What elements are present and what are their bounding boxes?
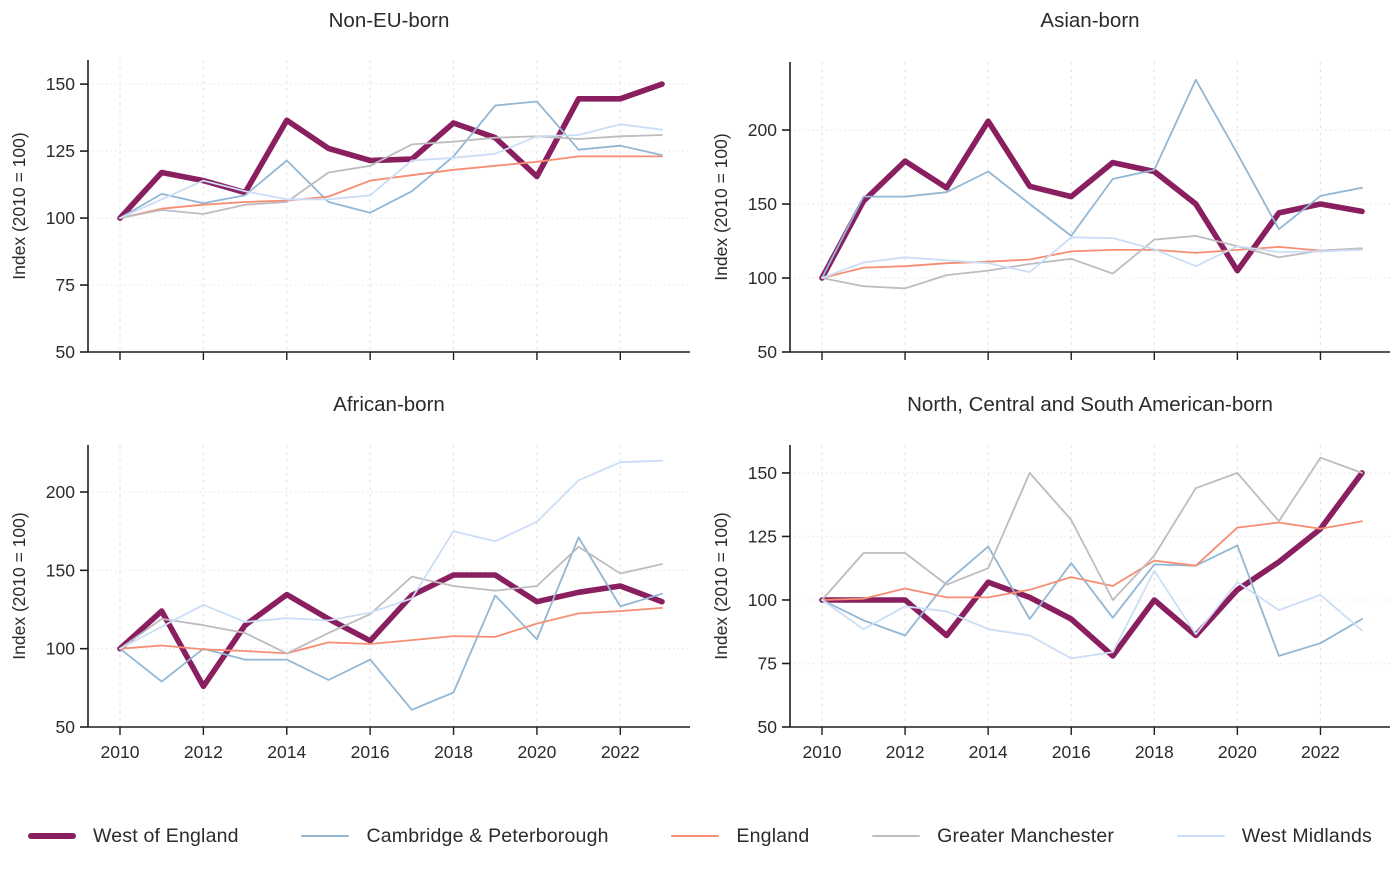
x-tick-label: 2016 xyxy=(1052,742,1091,762)
y-tick-label: 50 xyxy=(56,342,76,362)
legend-item-england: England xyxy=(671,825,809,848)
y-axis-label: Index (2010 = 100) xyxy=(711,133,731,280)
y-tick-label: 100 xyxy=(46,639,75,659)
legend-label: England xyxy=(736,824,810,847)
x-tick-label: 2018 xyxy=(1135,742,1174,762)
y-axis-label: Index (2010 = 100) xyxy=(9,512,29,659)
x-tick-label: 2010 xyxy=(101,742,140,762)
x-tick-label: 2012 xyxy=(886,742,925,762)
x-tick-label: 2012 xyxy=(184,742,223,762)
x-tick-label: 2020 xyxy=(517,742,556,762)
y-tick-label: 200 xyxy=(46,482,75,502)
chart-cell-american-born: North, Central and South American-born In… xyxy=(700,390,1400,770)
legend-swatch-cambridge-peterborough xyxy=(301,834,350,838)
chart-african-born: African-born Index (2010 = 100) 200 150 100 5… xyxy=(9,393,690,762)
legend-label: West Midlands xyxy=(1241,824,1372,847)
x-tick-label: 2022 xyxy=(1301,742,1340,762)
series-line-west-midlands xyxy=(119,459,663,650)
x-tick-label: 2020 xyxy=(1218,742,1257,762)
series-line-west-of-england xyxy=(819,470,1365,659)
series-line-greater-manchester xyxy=(821,234,1363,290)
chart-title: North, Central and South American-born xyxy=(907,393,1273,416)
series-line-england xyxy=(119,606,663,655)
chart-north-central-and-south-american-born: North, Central and South American-born In… xyxy=(711,393,1390,762)
x-tick-label: 2010 xyxy=(803,742,842,762)
x-tick-label: 2014 xyxy=(267,742,306,762)
chart-title: African-born xyxy=(333,393,445,416)
y-tick-label: 150 xyxy=(748,463,777,483)
y-tick-label: 75 xyxy=(56,275,75,295)
series-line-greater-manchester xyxy=(119,134,663,220)
chart-cell-asian-born: Asian-born Index (2010 = 100) 200 150 100 50 xyxy=(700,0,1400,380)
y-tick-label: 125 xyxy=(748,526,777,546)
series-line-greater-manchester xyxy=(119,545,663,655)
y-tick-label: 150 xyxy=(748,194,777,214)
series-line-greater-manchester xyxy=(821,456,1363,601)
legend-swatch-west-midlands xyxy=(1176,834,1225,838)
chart-title: Asian-born xyxy=(1040,9,1139,32)
series-line-england xyxy=(119,155,663,220)
y-tick-label: 75 xyxy=(758,653,777,673)
series-line-cambridge-peterborough xyxy=(119,100,663,220)
y-tick-label: 100 xyxy=(748,268,777,288)
series-line-west-of-england xyxy=(117,572,665,690)
series-line-west-midlands xyxy=(119,123,663,220)
y-axis-label: Index (2010 = 100) xyxy=(711,512,731,659)
legend-label: Greater Manchester xyxy=(937,824,1115,847)
y-tick-label: 200 xyxy=(748,120,777,140)
chart-cell-african-born: African-born Index (2010 = 100) 200 150 100 5… xyxy=(0,390,700,770)
legend-item-west-of-england: West of England xyxy=(28,825,239,848)
series-line-cambridge-peterborough xyxy=(821,78,1363,279)
series-line-west-midlands xyxy=(821,236,1363,279)
legend-label: West of England xyxy=(93,824,239,847)
y-tick-label: 150 xyxy=(46,560,75,580)
legend-item-west-midlands: West Midlands xyxy=(1176,824,1372,848)
y-tick-label: 50 xyxy=(758,342,778,362)
y-tick-label: 50 xyxy=(758,717,778,737)
series-line-west-of-england xyxy=(819,118,1365,281)
legend-swatch-west-of-england xyxy=(28,833,76,839)
legend-label: Cambridge & Peterborough xyxy=(366,824,609,847)
y-tick-label: 50 xyxy=(56,717,76,737)
legend-item-greater-manchester: Greater Manchester xyxy=(872,825,1114,848)
chart-asian-born: Asian-born Index (2010 = 100) 200 150 100 50 xyxy=(711,9,1390,362)
legend-swatch-greater-manchester xyxy=(872,834,921,838)
chart-cell-non-eu-born: Non-EU-born Index (2010 = 100) 150 125 100 75… xyxy=(0,0,700,380)
legend: West of England Cambridge & Peterborough E… xyxy=(0,806,1400,866)
chart-title: Non-EU-born xyxy=(329,9,450,32)
y-axis-label: Index (2010 = 100) xyxy=(9,132,29,279)
chart-non-eu-born: Non-EU-born Index (2010 = 100) 150 125 100 75… xyxy=(9,9,690,362)
series-line-cambridge-peterborough xyxy=(821,544,1363,657)
y-tick-label: 150 xyxy=(46,74,75,94)
legend-item-cambridge-peterborough: Cambridge & Peterborough xyxy=(301,825,608,848)
y-tick-label: 125 xyxy=(46,141,75,161)
y-tick-label: 100 xyxy=(46,208,75,228)
y-tick-label: 100 xyxy=(748,590,777,610)
series-line-england xyxy=(821,520,1363,601)
series-line-west-midlands xyxy=(821,569,1363,660)
x-tick-label: 2014 xyxy=(969,742,1008,762)
x-tick-label: 2022 xyxy=(601,742,640,762)
x-tick-label: 2018 xyxy=(434,742,473,762)
legend-swatch-england xyxy=(671,834,720,838)
x-tick-label: 2016 xyxy=(351,742,390,762)
series-line-england xyxy=(821,245,1363,279)
